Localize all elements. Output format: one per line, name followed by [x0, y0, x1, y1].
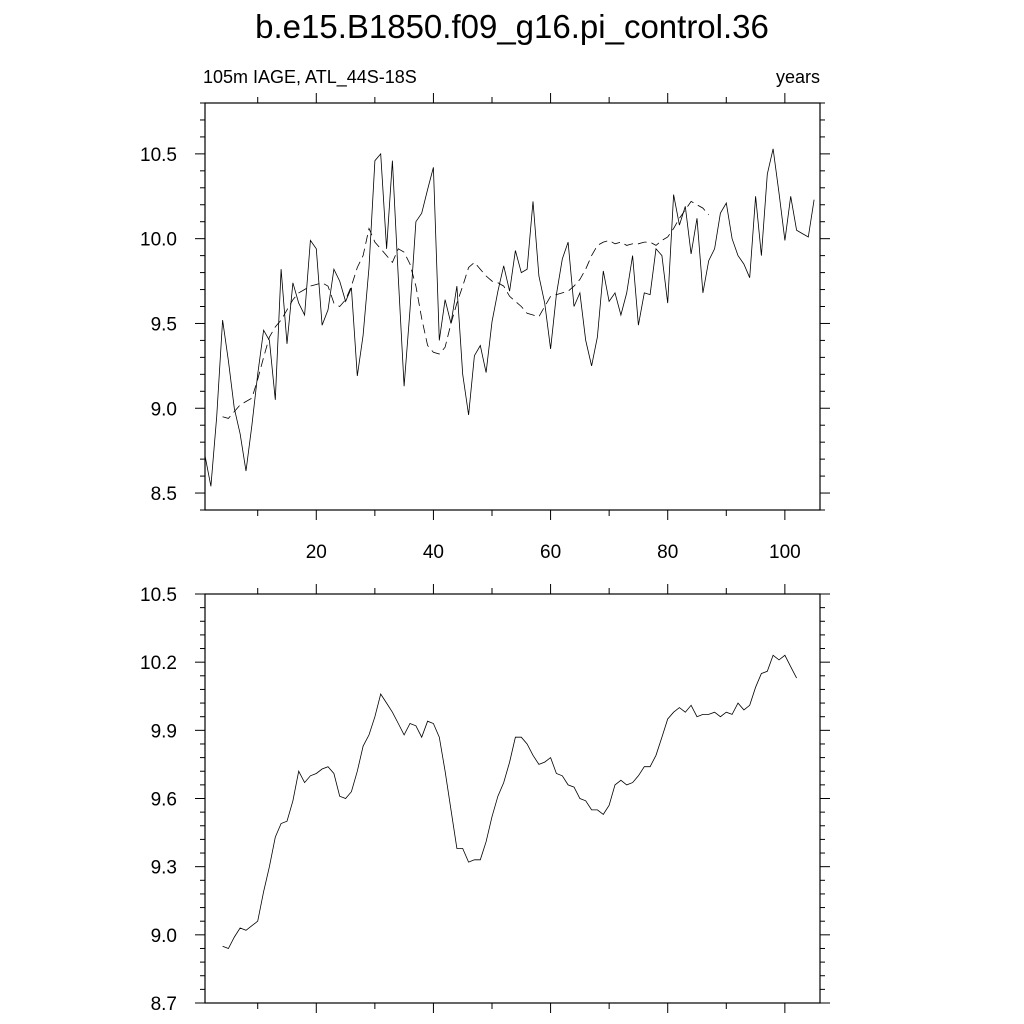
bottom-y-tick-label: 9.6: [151, 790, 177, 811]
top-y-tick-label: 9.5: [151, 314, 177, 335]
top-x-tick-label: 40: [423, 542, 444, 563]
top-y-tick-label: 8.5: [151, 484, 177, 505]
bottom-series-line-0: [222, 654, 797, 950]
bottom-panel-frame: [204, 593, 821, 1004]
top-panel-tick-labels: 8.5 9.0 9.5 10.0 10.5 20 40 60 80 100: [140, 145, 801, 563]
top-y-tick-label: 10.0: [140, 230, 177, 251]
bottom-y-tick-label: 8.7: [151, 994, 177, 1015]
top-x-tick-label: 60: [540, 542, 561, 563]
top-panel: 105m IAGE, ATL_44S-18S years 8.5 9.0 9.5 10…: [140, 67, 830, 563]
bottom-panel-ticks: [195, 584, 830, 1013]
top-panel-right-label: years: [776, 67, 820, 87]
bottom-panel-tick-labels: 8.7 9.0 9.3 9.6 9.9 10.2 10.5: [140, 585, 177, 1015]
top-y-tick-label: 9.0: [151, 399, 177, 420]
top-x-tick-label: 100: [769, 542, 801, 563]
top-y-tick-label: 10.5: [140, 145, 177, 166]
top-panel-left-label: 105m IAGE, ATL_44S-18S: [203, 67, 417, 88]
top-x-tick-label: 80: [657, 542, 678, 563]
bottom-panel-series: [222, 654, 797, 950]
bottom-y-tick-label: 10.5: [140, 585, 177, 606]
top-panel-ticks: [195, 93, 830, 520]
bottom-y-tick-label: 9.9: [151, 721, 177, 742]
bottom-y-tick-label: 10.2: [140, 653, 177, 674]
top-x-tick-label: 20: [306, 542, 327, 563]
top-series-line-0: [204, 148, 815, 487]
bottom-y-tick-label: 9.3: [151, 858, 177, 879]
top-panel-frame: [204, 102, 821, 511]
figure-title: b.e15.B1850.f09_g16.pi_control.36: [255, 8, 769, 45]
top-series-running-mean-line-1: [222, 200, 710, 419]
bottom-y-tick-label: 9.0: [151, 926, 177, 947]
bottom-panel: 8.7 9.0 9.3 9.6 9.9 10.2 10.5: [140, 584, 830, 1015]
top-panel-series: [204, 148, 815, 487]
